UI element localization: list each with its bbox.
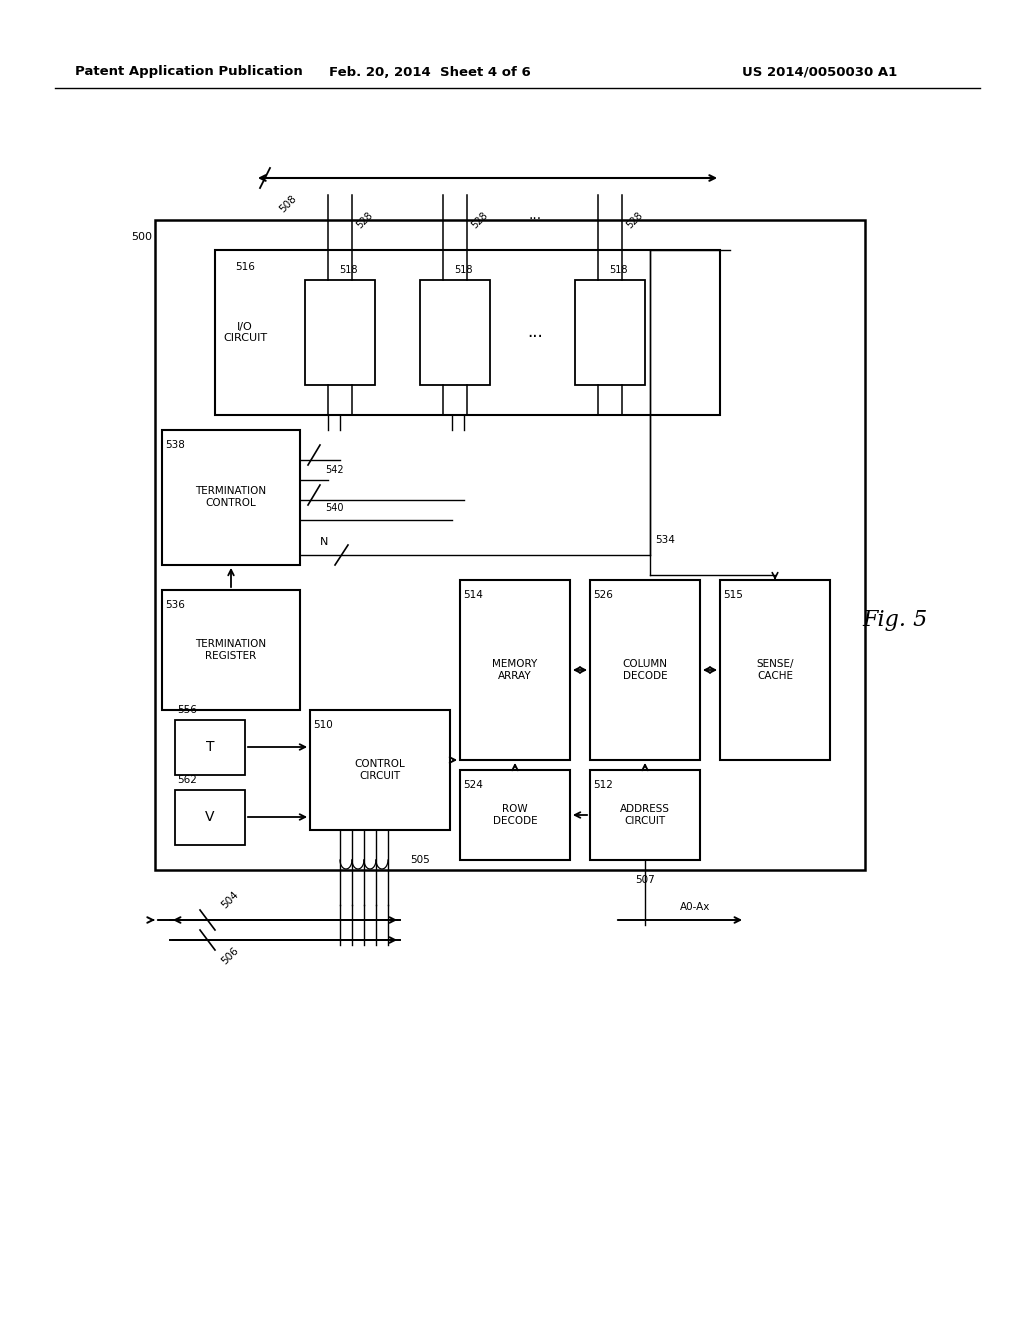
Text: 508: 508 (278, 193, 299, 214)
Bar (155, 220, 865, 870)
Text: 516: 516 (234, 261, 255, 272)
Text: ...: ... (527, 323, 543, 341)
Bar (460, 579, 570, 760)
Text: 505: 505 (410, 855, 430, 865)
Text: 512: 512 (593, 780, 613, 789)
Bar (305, 280, 375, 385)
Text: 500: 500 (131, 232, 152, 242)
Text: 536: 536 (165, 601, 185, 610)
Text: 518: 518 (608, 265, 628, 275)
Bar (575, 280, 645, 385)
Text: 514: 514 (463, 590, 483, 601)
Text: 507: 507 (635, 875, 655, 884)
Bar (310, 710, 450, 830)
Text: Fig. 5: Fig. 5 (862, 609, 928, 631)
Text: TERMINATION
CONTROL: TERMINATION CONTROL (196, 486, 266, 508)
Text: US 2014/0050030 A1: US 2014/0050030 A1 (742, 66, 898, 78)
Bar (175, 719, 245, 775)
Bar (590, 579, 700, 760)
Text: Patent Application Publication: Patent Application Publication (75, 66, 303, 78)
Text: ...: ... (528, 209, 542, 222)
Text: TERMINATION
REGISTER: TERMINATION REGISTER (196, 639, 266, 661)
Bar (420, 280, 490, 385)
Text: 515: 515 (723, 590, 742, 601)
Bar (162, 590, 300, 710)
Text: 540: 540 (325, 503, 343, 513)
Text: 556: 556 (177, 705, 197, 715)
Text: A0-Ax: A0-Ax (680, 902, 711, 912)
Bar (720, 579, 830, 760)
Text: 506: 506 (220, 945, 241, 966)
Text: 562: 562 (177, 775, 197, 785)
Bar (215, 249, 720, 414)
Text: 534: 534 (655, 535, 675, 545)
Text: I/O
CIRCUIT: I/O CIRCUIT (223, 322, 267, 343)
Text: 538: 538 (165, 440, 185, 450)
Text: COLUMN
DECODE: COLUMN DECODE (623, 659, 668, 681)
Text: N: N (319, 537, 329, 546)
Bar (175, 789, 245, 845)
Bar (460, 770, 570, 861)
Text: 528: 528 (470, 210, 490, 230)
Text: T: T (206, 741, 214, 754)
Text: 526: 526 (593, 590, 613, 601)
Text: MEMORY
ARRAY: MEMORY ARRAY (493, 659, 538, 681)
Text: V: V (205, 810, 215, 824)
Text: 504: 504 (220, 888, 241, 909)
Text: 528: 528 (625, 210, 645, 230)
Text: 518: 518 (454, 265, 472, 275)
Text: ROW
DECODE: ROW DECODE (493, 804, 538, 826)
Text: 518: 518 (339, 265, 357, 275)
Text: 524: 524 (463, 780, 483, 789)
Text: 528: 528 (355, 210, 375, 230)
Text: SENSE/
CACHE: SENSE/ CACHE (757, 659, 794, 681)
Text: 510: 510 (313, 719, 333, 730)
Bar (162, 430, 300, 565)
Text: 542: 542 (325, 465, 344, 475)
Bar (590, 770, 700, 861)
Text: Feb. 20, 2014  Sheet 4 of 6: Feb. 20, 2014 Sheet 4 of 6 (329, 66, 530, 78)
Text: ADDRESS
CIRCUIT: ADDRESS CIRCUIT (620, 804, 670, 826)
Text: CONTROL
CIRCUIT: CONTROL CIRCUIT (354, 759, 406, 781)
